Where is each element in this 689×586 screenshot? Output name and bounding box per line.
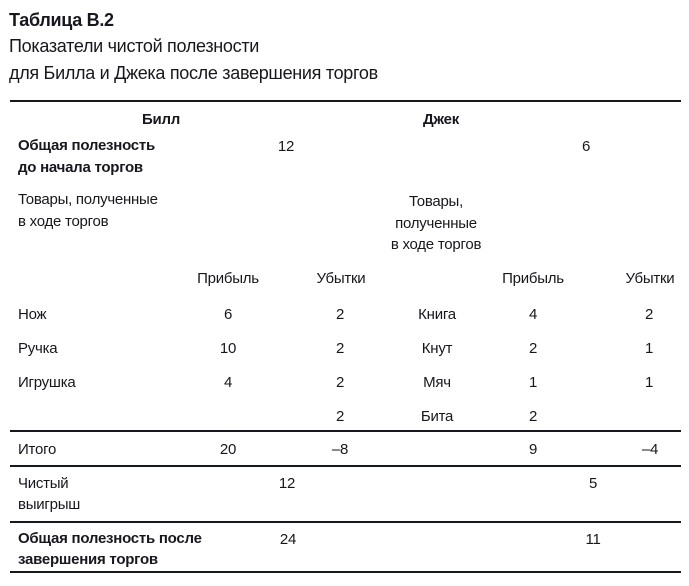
- subheader-bill-loss: Убытки: [316, 270, 366, 287]
- item-name: Книга: [418, 306, 456, 323]
- item-value: 2: [528, 340, 538, 357]
- item-value: 2: [335, 374, 345, 391]
- column-header-bill: Билл: [141, 111, 181, 128]
- item-name: Игрушка: [18, 374, 76, 391]
- final-utility-label-line2: завершения торгов: [18, 551, 158, 568]
- item-value: 10: [219, 340, 237, 357]
- initial-utility-jack-value: 6: [581, 138, 591, 155]
- final-utility-bill-value: 24: [279, 531, 297, 548]
- goods-label-jack-line3: в ходе торгов: [390, 236, 482, 253]
- net-gain-label-line2: выигрыш: [18, 496, 81, 513]
- item-name: Кнут: [421, 340, 453, 357]
- item-name: Ручка: [18, 340, 58, 357]
- rule-above-final: [10, 521, 681, 523]
- item-name: Мяч: [423, 374, 451, 391]
- item-value: 6: [223, 306, 233, 323]
- totals-label: Итого: [18, 441, 57, 458]
- totals-bill-loss: –8: [331, 441, 349, 458]
- totals-jack-loss: –4: [641, 441, 659, 458]
- table-title: Таблица В.2: [9, 10, 114, 30]
- goods-label-bill-line1: Товары, полученные: [18, 191, 158, 208]
- final-utility-label-line1: Общая полезность после: [18, 530, 202, 547]
- item-value: 2: [335, 408, 345, 425]
- net-gain-label-line1: Чистый: [18, 475, 69, 492]
- item-value: 4: [528, 306, 538, 323]
- item-value: 2: [528, 408, 538, 425]
- item-value: 2: [335, 306, 345, 323]
- column-header-jack: Джек: [423, 111, 459, 128]
- table-subtitle-line2: для Билла и Джека после завершения торго…: [9, 63, 378, 83]
- initial-utility-bill-value: 12: [277, 138, 295, 155]
- table-subtitle-line1: Показатели чистой полезности: [9, 36, 260, 56]
- rule-above-totals: [10, 430, 681, 432]
- goods-label-jack-line2: полученные: [395, 215, 477, 232]
- totals-jack-profit: 9: [528, 441, 538, 458]
- item-value: 2: [335, 340, 345, 357]
- initial-utility-label-line2: до начала торгов: [18, 159, 143, 176]
- net-gain-jack-value: 5: [588, 475, 598, 492]
- subheader-bill-profit: Прибыль: [197, 270, 259, 287]
- item-value: 1: [644, 374, 654, 391]
- goods-label-bill-line2: в ходе торгов: [18, 213, 109, 230]
- net-gain-bill-value: 12: [278, 475, 296, 492]
- item-value: 1: [528, 374, 538, 391]
- goods-label-jack-line1: Товары,: [408, 193, 464, 210]
- item-name: Бита: [420, 408, 454, 425]
- item-value: 1: [644, 340, 654, 357]
- initial-utility-label-line1: Общая полезность: [18, 137, 155, 154]
- item-value: 2: [644, 306, 654, 323]
- item-value: 4: [223, 374, 233, 391]
- rule-bottom: [10, 571, 681, 573]
- rule-below-totals: [10, 465, 681, 467]
- totals-bill-profit: 20: [219, 441, 237, 458]
- rule-top: [10, 100, 681, 102]
- subheader-jack-loss: Убытки: [625, 270, 675, 287]
- subheader-jack-profit: Прибыль: [502, 270, 564, 287]
- item-name: Нож: [18, 306, 47, 323]
- final-utility-jack-value: 11: [585, 531, 601, 548]
